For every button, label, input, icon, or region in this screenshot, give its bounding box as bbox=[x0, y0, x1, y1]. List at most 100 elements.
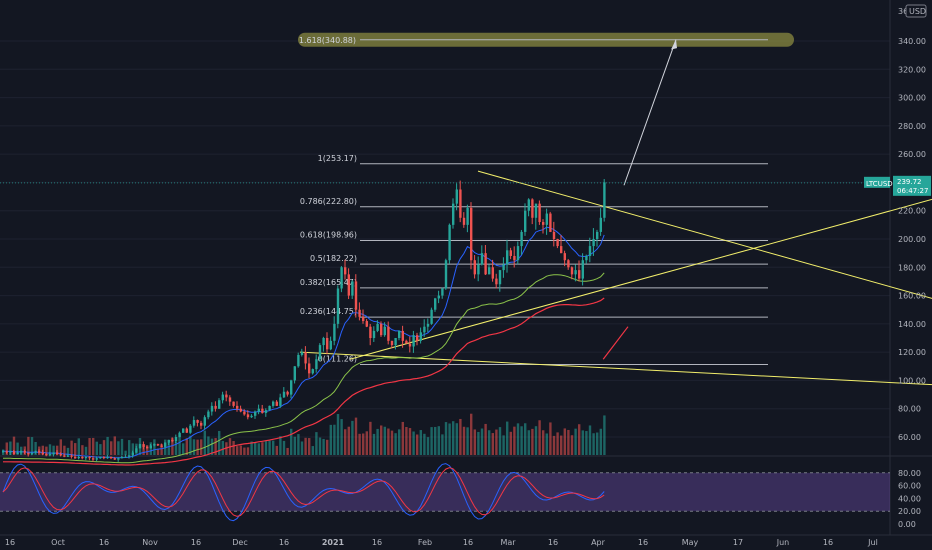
candle-body bbox=[221, 394, 224, 401]
candle-body bbox=[459, 189, 462, 218]
volume-bar bbox=[117, 441, 120, 455]
candle-body bbox=[128, 455, 131, 457]
candle-body bbox=[416, 335, 419, 341]
volume-bar bbox=[297, 434, 300, 455]
volume-bar bbox=[588, 425, 592, 455]
price-tick-label: 300.00 bbox=[898, 94, 926, 103]
volume-bar bbox=[110, 441, 113, 455]
volume-bar bbox=[401, 421, 404, 455]
volume-bar bbox=[254, 442, 257, 455]
volume-bar bbox=[394, 433, 397, 455]
volume-bar bbox=[578, 424, 581, 455]
candle-body bbox=[574, 270, 577, 275]
time-tick-label: Jul bbox=[867, 538, 878, 547]
candle-body bbox=[138, 444, 142, 449]
candle-body bbox=[318, 345, 322, 360]
time-tick-label: 17 bbox=[733, 538, 743, 547]
candle-body bbox=[506, 250, 509, 265]
candle-body bbox=[120, 456, 124, 459]
stoch-k-line bbox=[2, 463, 605, 522]
candle-body bbox=[477, 264, 480, 275]
candle-body bbox=[113, 458, 116, 460]
volume-bar bbox=[185, 438, 188, 455]
volume-bar bbox=[146, 445, 149, 455]
volume-bar bbox=[178, 434, 181, 455]
volume-bar bbox=[308, 438, 311, 455]
candle-body bbox=[372, 330, 376, 338]
candle-body bbox=[538, 203, 541, 223]
candle-body bbox=[491, 267, 494, 279]
candle-body bbox=[495, 278, 498, 285]
volume-bar bbox=[272, 440, 275, 455]
volume-bar bbox=[99, 444, 102, 455]
fib-level-label: 1(253.17) bbox=[318, 154, 357, 163]
volume-bar bbox=[585, 431, 588, 455]
candle-body bbox=[182, 428, 185, 433]
candle-body bbox=[16, 452, 19, 454]
candle-body bbox=[131, 452, 134, 456]
candle-body bbox=[516, 246, 520, 261]
ema-extension bbox=[602, 326, 629, 360]
countdown-label: 06:47:27 bbox=[897, 187, 928, 195]
candle-body bbox=[286, 391, 289, 395]
candle-body bbox=[308, 363, 311, 374]
candle-body bbox=[70, 455, 73, 457]
volume-bar bbox=[347, 426, 350, 455]
volume-bar bbox=[459, 418, 462, 455]
volume-bar bbox=[30, 437, 34, 455]
candles-layer bbox=[2, 179, 606, 462]
descending-trendline bbox=[477, 170, 932, 299]
volume-bar bbox=[452, 421, 455, 455]
volume-bar bbox=[214, 438, 217, 455]
candle-body bbox=[272, 401, 275, 406]
candle-body bbox=[466, 207, 469, 225]
volume-bar bbox=[167, 441, 170, 455]
volume-bar bbox=[336, 414, 340, 455]
volume-bar bbox=[408, 428, 412, 455]
time-tick-label: 2021 bbox=[322, 538, 345, 547]
time-tick-label: 16 bbox=[463, 538, 473, 547]
candle-body bbox=[344, 267, 347, 275]
volume-bar bbox=[556, 432, 559, 455]
volume-bar bbox=[581, 430, 584, 455]
volume-bar bbox=[318, 437, 322, 455]
volume-bar bbox=[326, 439, 329, 455]
volume-bar bbox=[5, 442, 8, 455]
candle-body bbox=[596, 231, 599, 239]
price-tick-label: 140.00 bbox=[898, 320, 926, 329]
candle-body bbox=[524, 210, 527, 232]
volume-bar bbox=[434, 426, 437, 455]
projection-arrow bbox=[623, 39, 677, 186]
candle-body bbox=[300, 352, 304, 355]
volume-bar bbox=[516, 423, 520, 455]
candle-body bbox=[59, 453, 62, 456]
candle-body bbox=[354, 281, 358, 310]
volume-bar bbox=[398, 429, 401, 455]
candle-body bbox=[455, 189, 458, 204]
volume-bar bbox=[527, 430, 530, 455]
volume-bar bbox=[192, 439, 196, 455]
volume-layer bbox=[2, 413, 606, 455]
candle-body bbox=[99, 456, 102, 459]
time-axis[interactable]: 16 Oct 16 Nov 16 Dec 16 2021 16 Feb 16 Mar 16 Apr 16 Ma… bbox=[5, 538, 878, 547]
candle-body bbox=[581, 260, 584, 279]
candle-body bbox=[567, 260, 570, 268]
price-tick-label: 220.00 bbox=[898, 207, 926, 216]
candle-body bbox=[153, 444, 156, 446]
price-axis[interactable]: 60.00 80.00 100.00 120.00 140.00 160.00 180.00… bbox=[0, 4, 931, 529]
candle-body bbox=[603, 182, 606, 218]
volume-bar bbox=[174, 441, 178, 455]
volume-bar bbox=[344, 429, 347, 455]
volume-bar bbox=[120, 438, 124, 455]
candle-body bbox=[225, 394, 228, 398]
volume-bar bbox=[441, 434, 444, 455]
candle-body bbox=[45, 453, 48, 456]
grid-layer bbox=[0, 0, 932, 536]
volume-bar bbox=[113, 436, 116, 455]
price-tick-label: 160.00 bbox=[898, 292, 926, 301]
ema-slow-line bbox=[3, 297, 605, 466]
candle-body bbox=[570, 267, 574, 275]
candle-body bbox=[545, 213, 548, 225]
candle-body bbox=[351, 281, 354, 296]
